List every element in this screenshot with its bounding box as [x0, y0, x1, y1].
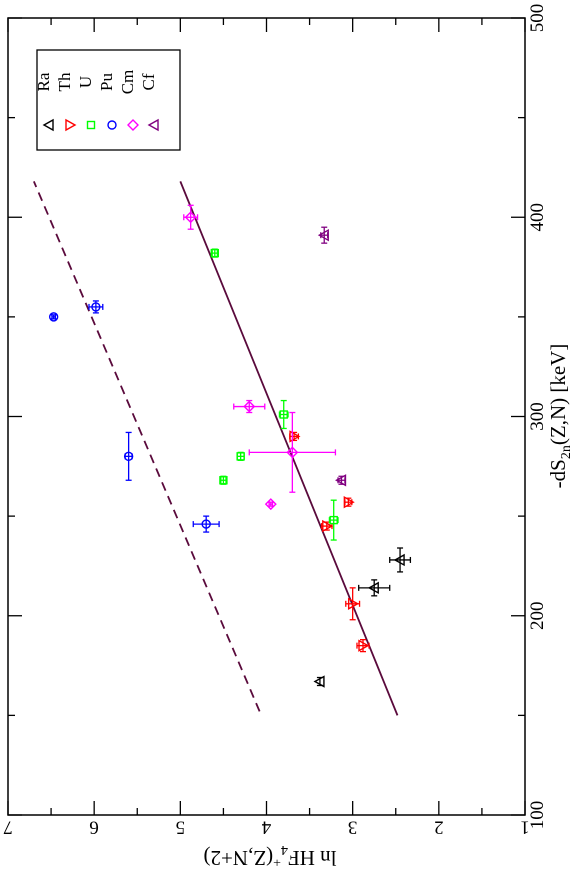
th-point	[358, 639, 370, 652]
y-tick-labels: 1 2 3 4 5 6 7	[3, 817, 530, 838]
ra-point	[313, 675, 325, 688]
legend-box	[36, 49, 181, 151]
legend-label: U	[76, 76, 95, 88]
x-axis-label-main: -dS	[546, 459, 570, 488]
ra-point	[367, 581, 379, 595]
x-tick-label: 500	[527, 4, 548, 33]
legend-marker-u	[86, 120, 96, 130]
u-point	[279, 410, 288, 419]
th-point	[322, 519, 334, 533]
legend-marker-cm	[127, 119, 139, 131]
pu-point	[123, 451, 134, 462]
x-tick-label: 300	[527, 402, 548, 431]
legend-marker-cf	[147, 118, 159, 132]
u-point	[236, 452, 245, 461]
pu-point	[91, 302, 101, 312]
data-points	[48, 204, 412, 688]
y-tick-label: 7	[3, 817, 13, 838]
u-point	[329, 515, 338, 525]
x-tick-label: 200	[527, 602, 548, 631]
dashed-fit-line	[33, 181, 261, 712]
legend-label: Cf	[139, 73, 158, 90]
cm-point	[286, 446, 299, 459]
cm-point	[184, 211, 197, 224]
y-axis-label-main: ln HF	[288, 846, 336, 870]
y-axis-label-sub: 4	[281, 842, 288, 857]
legend-label: Pu	[97, 73, 116, 91]
cm-point	[243, 400, 256, 413]
legend-label: Ra	[34, 72, 53, 91]
y-tick-label: 5	[176, 817, 186, 838]
solid-fit-line	[179, 181, 399, 716]
u-point	[210, 248, 220, 258]
x-tick-labels: 100 200 300 400 500	[527, 4, 548, 830]
x-axis-label: -dS2n(Z,N) [keV]	[546, 344, 574, 489]
u-point	[219, 476, 228, 485]
y-tick-label: 4	[261, 817, 271, 838]
legend-marker-ra	[42, 118, 54, 132]
y-axis-label-sup: +	[273, 854, 281, 869]
th-point	[343, 495, 355, 509]
legend-marker-pu	[107, 120, 117, 130]
cf-point	[317, 228, 329, 242]
axis-ticks	[7, 17, 526, 816]
legend-label: Cm	[118, 70, 137, 95]
th-point	[347, 597, 360, 610]
y-tick-label: 3	[348, 817, 358, 838]
y-tick-label: 2	[434, 817, 444, 838]
fit-lines	[33, 181, 399, 716]
cm-point	[264, 498, 277, 511]
y-axis-label-tail: (Z,N+2)	[204, 846, 274, 870]
y-axis-label: ln HF4 +(Z,N+2)	[204, 842, 337, 870]
legend-label: Th	[55, 72, 74, 91]
pu-point	[201, 519, 211, 529]
x-axis-label-tail: (Z,N) [keV]	[546, 344, 570, 445]
ra-point	[393, 553, 405, 567]
legend: Ra Th U Pu Cm Cf	[34, 49, 181, 151]
pu-point	[48, 312, 59, 322]
legend-marker-th	[65, 118, 77, 132]
y-tick-label: 1	[520, 817, 530, 838]
x-axis-label-sub: 2n	[559, 445, 574, 459]
th-point	[289, 430, 301, 443]
x-tick-label: 100	[527, 801, 548, 830]
cf-point	[335, 474, 347, 487]
y-tick-label: 6	[89, 817, 99, 838]
x-tick-label: 400	[527, 203, 548, 232]
